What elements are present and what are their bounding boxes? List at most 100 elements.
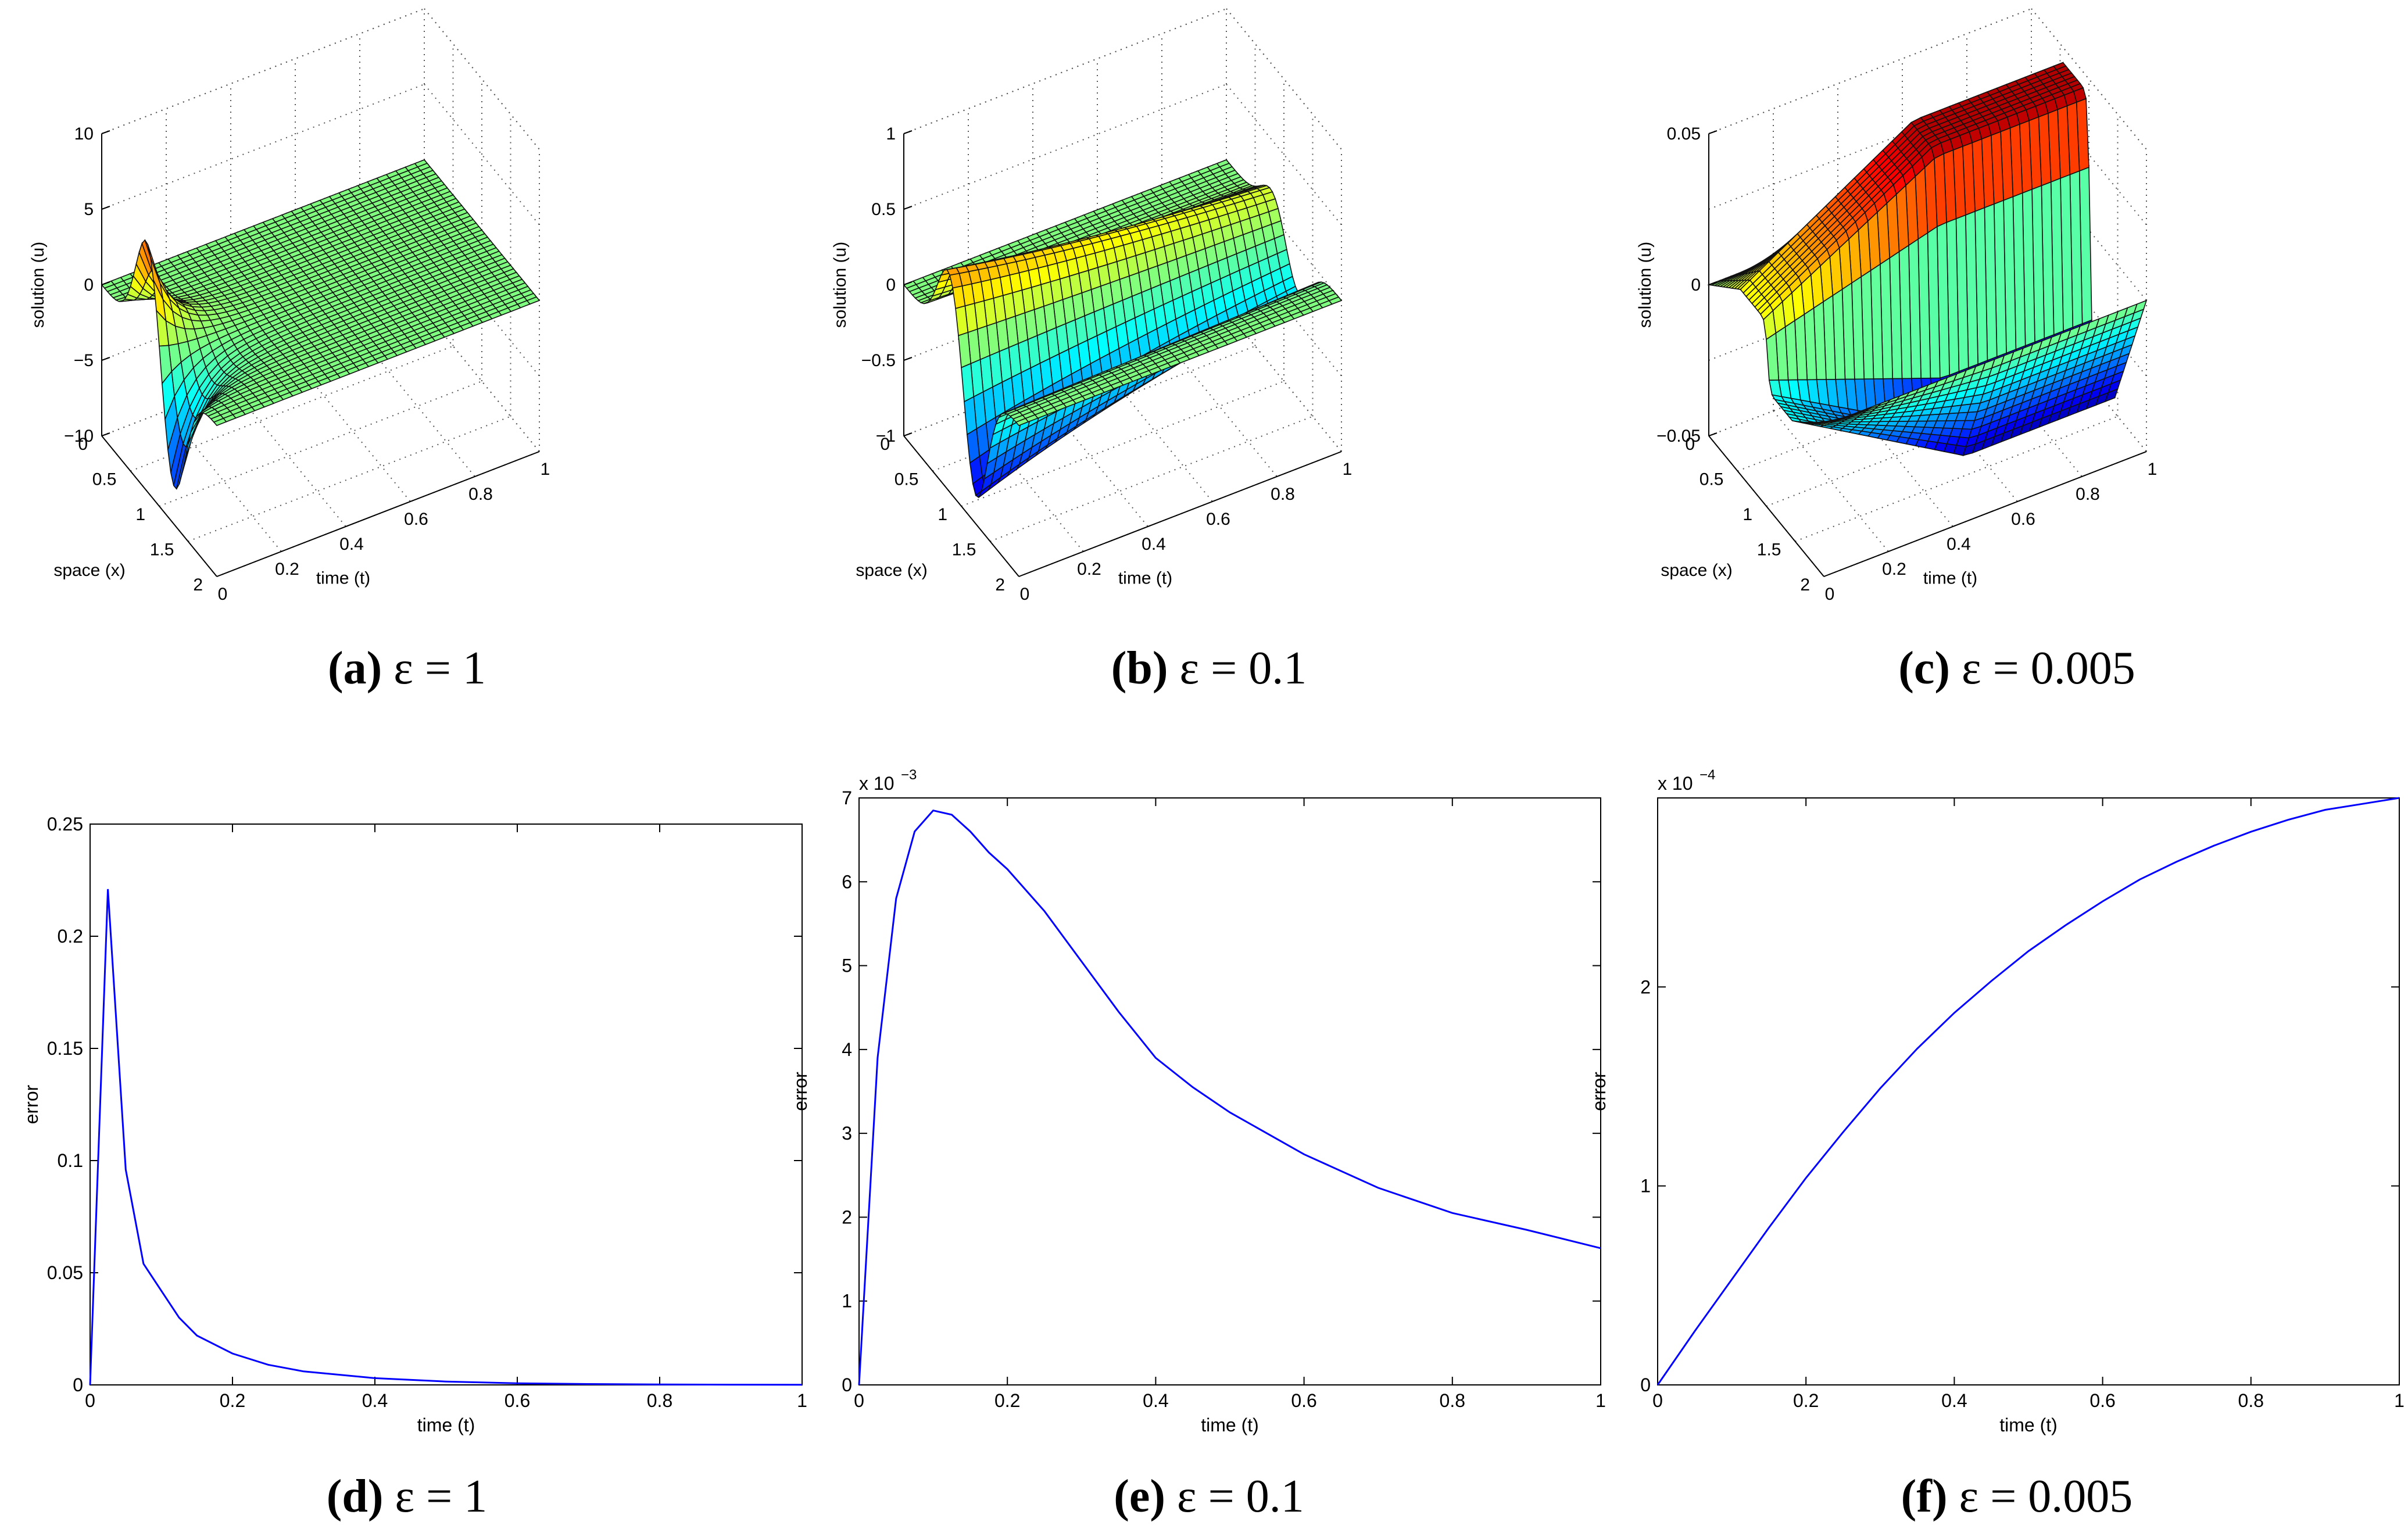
- surface-mesh-a: [101, 159, 541, 490]
- z-tick: [101, 432, 110, 436]
- xlabel-a: space (x): [53, 561, 125, 580]
- z-tick: [101, 130, 110, 134]
- y-tick-label: 3: [842, 1123, 852, 1144]
- z-tick: [903, 432, 913, 436]
- t-tick-label: 0.4: [1947, 535, 1971, 554]
- y-tick-label: 2: [842, 1206, 852, 1227]
- y-multiplier-exp-f: −4: [1699, 767, 1715, 783]
- z-tick: [903, 357, 913, 361]
- y-multiplier-exp-e: −3: [901, 767, 917, 783]
- x-tick-label: 0.2: [1793, 1390, 1819, 1411]
- y-tick-label: 0: [73, 1374, 83, 1395]
- z-tick-label: 5: [84, 200, 94, 219]
- x-tick-label: 0.4: [1941, 1390, 1967, 1411]
- series-line-d-0: [89, 889, 803, 1386]
- xlabel-c: space (x): [1661, 561, 1732, 580]
- x-tick-label: 0: [78, 435, 88, 454]
- caption-a-text: ε = 1: [393, 643, 486, 694]
- caption-d: (d) ε = 1: [29, 1470, 785, 1523]
- z-tick: [903, 130, 913, 134]
- caption-e: (e) ε = 0.1: [831, 1470, 1587, 1523]
- surface-axes-b: 10.50−0.5−100.511.52 00.20.40.60.81soluti…: [831, 124, 1352, 604]
- x-tick-label: 0.8: [2238, 1390, 2264, 1411]
- z-tick-label: 0.05: [1667, 124, 1701, 144]
- z-tick: [101, 206, 110, 210]
- t-tick-label: 0: [1020, 585, 1030, 604]
- caption-f-label: (f): [1901, 1471, 1948, 1522]
- caption-e-text: ε = 0.1: [1177, 1471, 1304, 1522]
- t-tick-label: 0.2: [1077, 560, 1101, 579]
- y-tick-label: 0.15: [47, 1038, 83, 1059]
- x-tick-label: 1: [797, 1390, 807, 1411]
- y-tick-label: 2: [1640, 976, 1651, 997]
- y-tick-label: 1: [1640, 1176, 1651, 1197]
- surface-mesh-b: [903, 159, 1343, 498]
- x-tick-label: 0.2: [994, 1390, 1020, 1411]
- x-tick-label: 1: [2394, 1390, 2405, 1411]
- caption-a: (a) ε = 1: [29, 642, 785, 695]
- x-tick-label: 2: [1800, 575, 1810, 595]
- xlabel-b: space (x): [856, 561, 927, 580]
- x-tick-label: 2: [193, 575, 203, 595]
- t-tick-label: 0.6: [404, 510, 428, 529]
- x-tick-label: 1: [135, 505, 145, 524]
- y-tick-label: 0.05: [47, 1262, 83, 1283]
- x-tick-label: 0: [1652, 1390, 1663, 1411]
- x-tick-label: 1.5: [952, 540, 976, 560]
- x-tick-label: 0.6: [1291, 1390, 1316, 1411]
- surface-mesh-c: [1706, 62, 2148, 456]
- x-tick-label: 0.8: [1440, 1390, 1465, 1411]
- caption-b-label: (b): [1111, 643, 1168, 694]
- x-tick-label: 0: [854, 1390, 864, 1411]
- z-tick-label: 0: [1691, 275, 1701, 295]
- z-tick: [101, 357, 110, 361]
- caption-d-label: (d): [326, 1471, 384, 1522]
- z-tick-label: 10: [74, 124, 94, 144]
- plot-frame-f: [1657, 797, 2400, 1385]
- x-tick-label: 0.5: [92, 470, 117, 489]
- caption-c-text: ε = 0.005: [1962, 643, 2135, 694]
- series-line-e-0: [858, 809, 1601, 1385]
- t-tick-label: 1: [1343, 460, 1353, 479]
- x-tick-label: 1.5: [1757, 540, 1781, 560]
- z-tick-label: −10: [64, 427, 94, 446]
- tlabel-a: time (t): [316, 569, 370, 588]
- x-tick-label: 0.8: [647, 1390, 672, 1411]
- series-line-f-0: [1656, 797, 2400, 1385]
- z-tick-label: 0: [84, 275, 94, 295]
- t-tick-label: 0.4: [1142, 535, 1166, 554]
- x-tick-label: 0.4: [1143, 1390, 1168, 1411]
- plot-frame-e: [858, 797, 1601, 1385]
- ylabel-d: error: [21, 1084, 42, 1124]
- zlabel-a: solution (u): [28, 242, 48, 328]
- plot-frame-d: [90, 824, 803, 1385]
- y-tick-label: 0.1: [58, 1150, 83, 1171]
- t-tick-label: 0.6: [1206, 510, 1230, 529]
- z-tick: [903, 206, 913, 210]
- t-tick-label: 1: [541, 460, 550, 479]
- z-tick-label: −1: [876, 427, 896, 446]
- t-tick-label: 0.8: [2076, 485, 2100, 504]
- caption-d-text: ε = 1: [395, 1471, 488, 1522]
- y-tick-label: 1: [842, 1291, 852, 1312]
- caption-f-text: ε = 0.005: [1959, 1471, 2133, 1522]
- z-tick: [1708, 281, 1718, 285]
- z-tick: [903, 281, 913, 285]
- caption-c-label: (c): [1898, 643, 1951, 694]
- x-tick-label: 0: [880, 435, 890, 454]
- line-plot-e: 0 0.2 0.4 0.6 0.8 1 0 1 2 3 4 5 6 7 time (t) error x 10−…: [790, 767, 1606, 1435]
- t-tick-label: 0.2: [1882, 560, 1906, 579]
- ylabel-e: error: [790, 1072, 811, 1111]
- z-tick-label: 1: [886, 124, 896, 144]
- y-multiplier-e: x 10: [859, 773, 894, 794]
- y-tick-label: 0.2: [58, 926, 83, 947]
- caption-f: (f) ε = 0.005: [1639, 1470, 2395, 1523]
- t-tick-label: 0: [1825, 585, 1835, 604]
- surface-plot-b: 10.50−0.5−100.511.52 00.20.40.60.81soluti…: [831, 8, 1352, 604]
- x-tick-label: 0.4: [362, 1390, 388, 1411]
- caption-a-label: (a): [328, 643, 382, 694]
